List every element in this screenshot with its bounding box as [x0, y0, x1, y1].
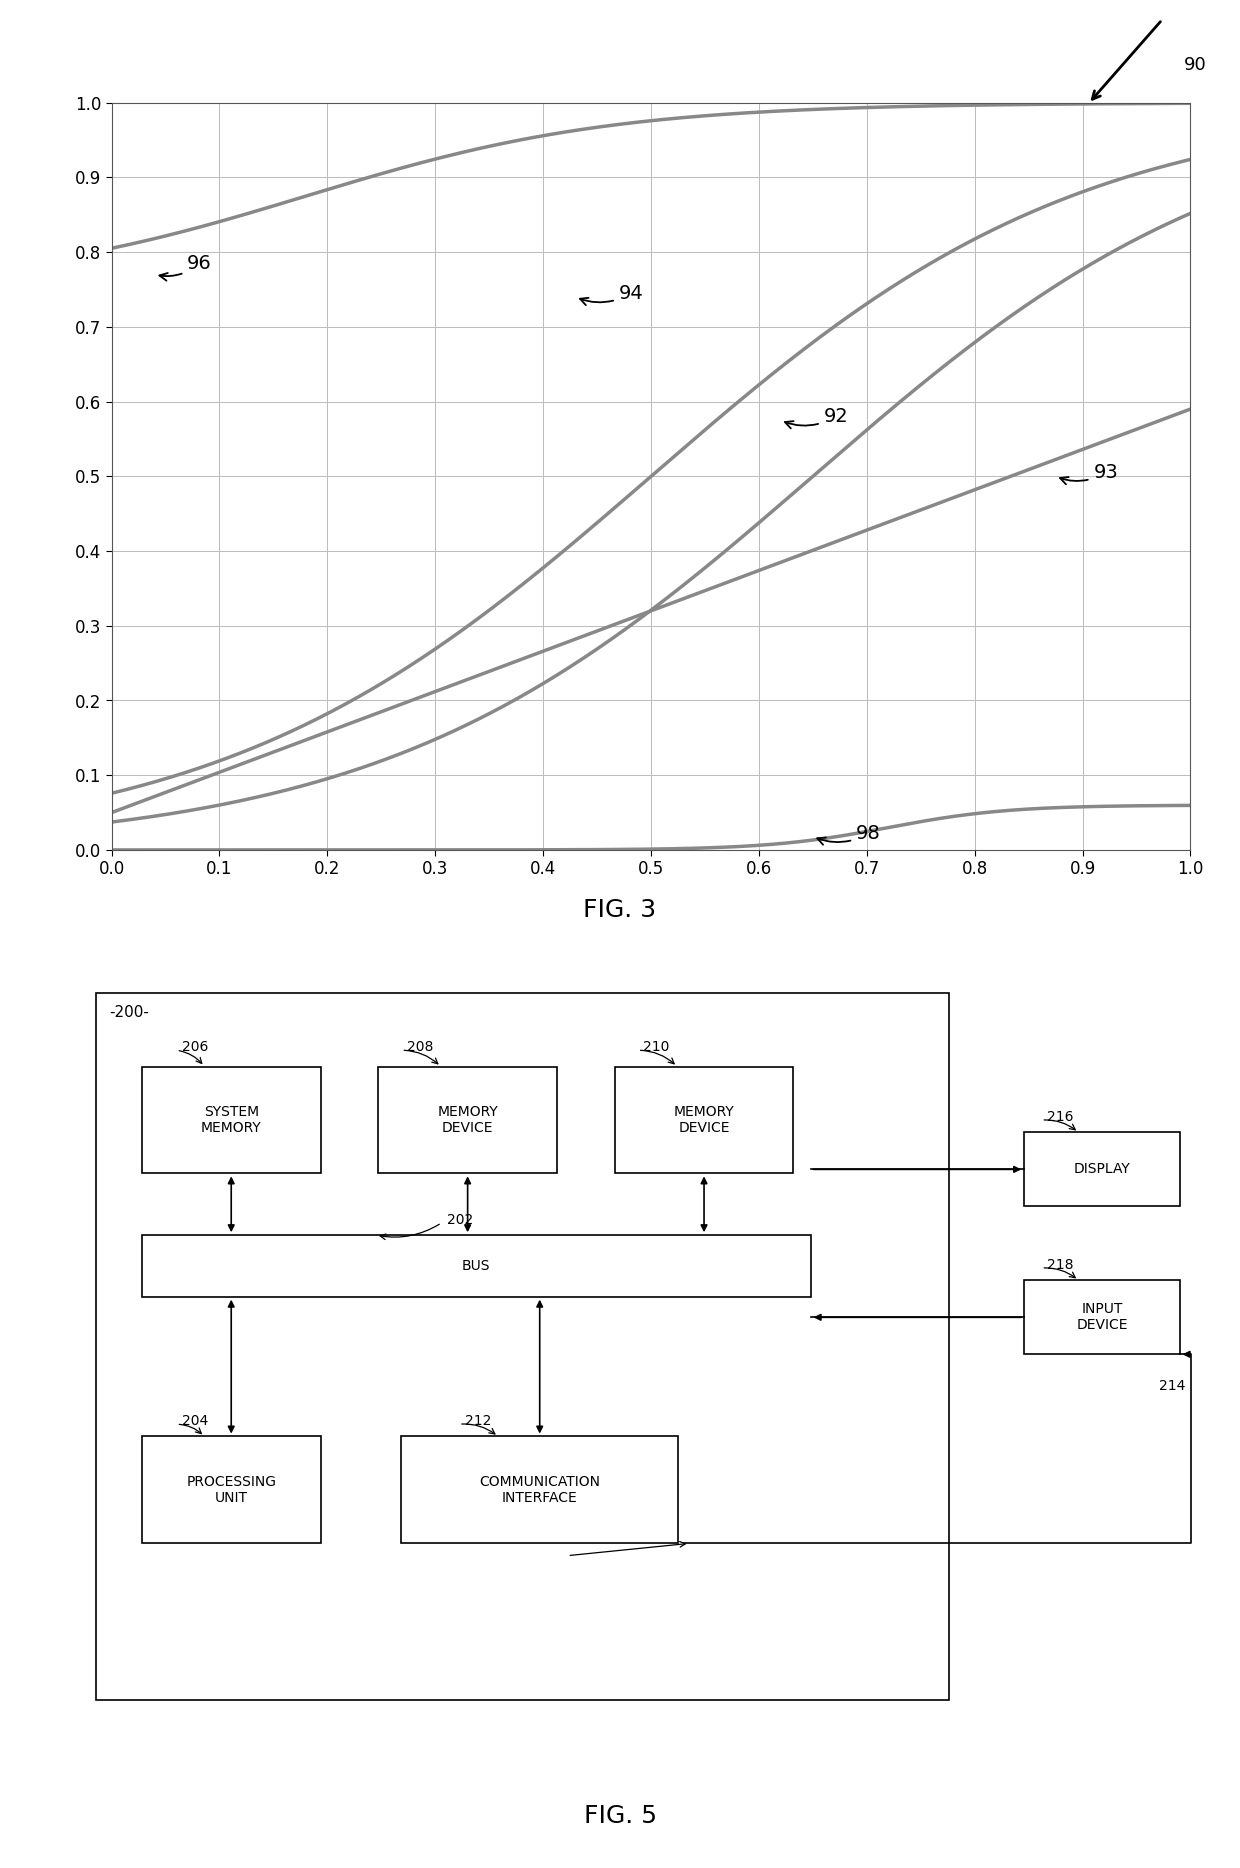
- Text: SYSTEM
MEMORY: SYSTEM MEMORY: [201, 1106, 262, 1136]
- Text: 212: 212: [465, 1414, 491, 1429]
- Bar: [141, 1067, 321, 1173]
- Bar: [1024, 1132, 1179, 1207]
- Text: 96: 96: [160, 254, 212, 280]
- Bar: [1024, 1280, 1179, 1354]
- Text: -200-: -200-: [109, 1005, 150, 1020]
- Text: INPUT
DEVICE: INPUT DEVICE: [1076, 1302, 1127, 1332]
- Bar: [615, 1067, 794, 1173]
- Text: 90: 90: [1184, 56, 1207, 75]
- Bar: [378, 1067, 557, 1173]
- Text: 206: 206: [182, 1040, 208, 1054]
- Bar: [95, 992, 949, 1700]
- Text: 92: 92: [785, 407, 848, 428]
- Text: 218: 218: [1047, 1259, 1074, 1272]
- Bar: [402, 1436, 678, 1543]
- Text: 214: 214: [1159, 1379, 1185, 1394]
- Text: FIG. 5: FIG. 5: [584, 1804, 656, 1827]
- Text: 210: 210: [644, 1040, 670, 1054]
- Text: 208: 208: [407, 1040, 434, 1054]
- Text: 93: 93: [1060, 463, 1118, 484]
- Text: 216: 216: [1047, 1110, 1074, 1125]
- Text: PROCESSING
UNIT: PROCESSING UNIT: [186, 1476, 277, 1506]
- Text: COMMUNICATION
INTERFACE: COMMUNICATION INTERFACE: [479, 1476, 600, 1506]
- Text: 94: 94: [580, 284, 644, 304]
- Text: BUS: BUS: [463, 1259, 491, 1272]
- Text: 202: 202: [448, 1212, 474, 1227]
- Bar: [141, 1436, 321, 1543]
- Text: MEMORY
DEVICE: MEMORY DEVICE: [673, 1106, 734, 1136]
- Text: DISPLAY: DISPLAY: [1074, 1162, 1131, 1177]
- Bar: [141, 1235, 811, 1296]
- Text: 204: 204: [182, 1414, 208, 1429]
- Text: MEMORY
DEVICE: MEMORY DEVICE: [438, 1106, 498, 1136]
- Text: FIG. 3: FIG. 3: [584, 899, 656, 921]
- Text: 98: 98: [817, 824, 880, 844]
